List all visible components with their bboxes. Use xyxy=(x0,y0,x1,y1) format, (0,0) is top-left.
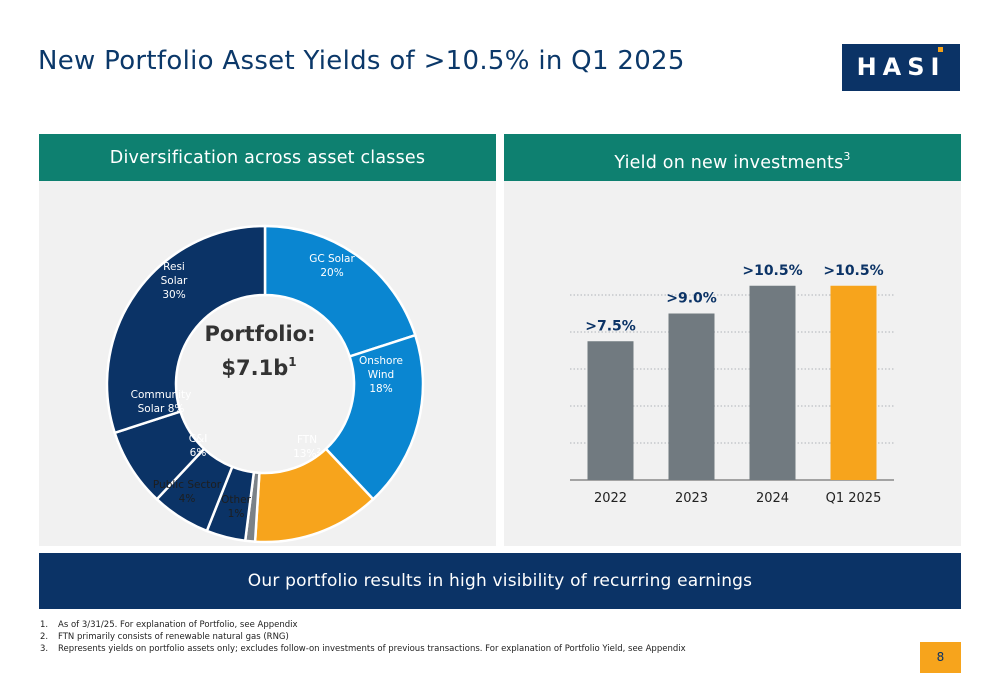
slice-label-gc-solar: GC Solar 20% xyxy=(309,253,355,279)
slice-label-line: Onshore xyxy=(359,355,403,367)
logo-accent-mark xyxy=(938,47,943,52)
bar-value-label-2023: >9.0% xyxy=(666,291,717,307)
x-tick-label-2023: 2023 xyxy=(675,491,708,506)
footnote-text: Represents yields on portfolio assets on… xyxy=(58,644,686,654)
slice-label-footnote: 2 xyxy=(316,447,320,455)
donut-slice-onshore-wind xyxy=(324,333,425,501)
yield-panel: Yield on new investments3 >7.5% 2022 >9.0%… xyxy=(504,134,961,546)
footnote-text: FTN primarily consists of renewable natu… xyxy=(58,632,289,642)
slice-label-line: 18% xyxy=(369,383,392,395)
donut-center-value: $7.1b1 xyxy=(221,355,296,380)
bar-2023 xyxy=(668,313,715,480)
bar-value-label-q1-2025: >10.5% xyxy=(823,263,883,279)
x-tick-label-2024: 2024 xyxy=(756,491,789,506)
page-title: New Portfolio Asset Yields of >10.5% in … xyxy=(38,46,685,76)
footnote-text: As of 3/31/25. For explanation of Portfo… xyxy=(58,620,298,630)
slice-label-line: 13% xyxy=(293,448,316,460)
footnote-number: 2. xyxy=(40,632,49,642)
portfolio-donut-chart: GC Solar 20% Onshore Wind 18% FTN 13%2 Other 1% P… xyxy=(105,224,425,544)
footnote-1: 1. As of 3/31/25. For explanation of Port… xyxy=(40,619,900,631)
slice-label-line: 20% xyxy=(320,267,343,279)
diversification-header: Diversification across asset classes xyxy=(39,134,496,181)
donut-slice-resi-solar xyxy=(105,224,267,435)
logo-text: HASI xyxy=(856,53,946,81)
slice-label-line: Solar 8% xyxy=(138,403,185,415)
yield-header-text: Yield on new investments xyxy=(614,152,844,173)
diversification-panel: Diversification across asset classes GC … xyxy=(39,134,496,546)
slice-label-other: Other 1% xyxy=(221,494,251,520)
bar-value-label-2024: >10.5% xyxy=(742,263,802,279)
slice-label-ftn: FTN 13%2 xyxy=(293,434,321,460)
yield-bar-chart: >7.5% 2022 >9.0% 2023 >10.5% 2024 >10.5% Q1 202… xyxy=(570,263,894,506)
bar-value-label-2022: >7.5% xyxy=(585,318,636,334)
page-number: 8 xyxy=(920,642,961,673)
hasi-logo: HASI xyxy=(842,44,960,91)
slice-label-public-sector: Public Sector 4% xyxy=(153,479,222,505)
slice-label-line: 6% xyxy=(190,447,207,459)
bar-2024 xyxy=(749,285,796,480)
footnote-2: 2. FTN primarily consists of renewable na… xyxy=(40,631,900,643)
slice-label-resi-solar: Resi Solar 30% xyxy=(161,261,188,301)
slice-label-line: 30% xyxy=(162,289,185,301)
slice-label-line: Other xyxy=(221,494,251,506)
footnotes: 1. As of 3/31/25. For explanation of Port… xyxy=(40,619,900,655)
slice-label-line: GC Solar xyxy=(309,253,355,265)
footnote-number: 3. xyxy=(40,644,49,654)
x-tick-label-2022: 2022 xyxy=(594,491,627,506)
slice-label-candi: C&I 6% xyxy=(189,433,208,459)
yield-header-footnote: 3 xyxy=(843,150,851,163)
slice-label-line: Public Sector xyxy=(153,479,222,491)
slice-label-onshore-wind: Onshore Wind 18% xyxy=(359,355,403,395)
bar-2022 xyxy=(587,341,634,480)
slice-label-line: 1% xyxy=(228,508,245,520)
slice-label-line: Solar xyxy=(161,275,188,287)
slice-label-line: 4% xyxy=(179,493,196,505)
summary-banner: Our portfolio results in high visibility… xyxy=(39,553,961,609)
slice-label-line: Resi xyxy=(163,261,185,273)
donut-center-label: Portfolio: xyxy=(205,322,316,346)
footnote-number: 1. xyxy=(40,620,49,630)
x-tick-label-q1-2025: Q1 2025 xyxy=(826,491,882,506)
yield-header: Yield on new investments3 xyxy=(504,134,961,181)
slice-label-community-solar: Community Solar 8% xyxy=(131,389,192,415)
donut-center-amount: $7.1b xyxy=(221,356,288,380)
footnote-3: 3. Represents yields on portfolio assets … xyxy=(40,643,900,655)
slice-label-line: Community xyxy=(131,389,192,401)
slice-label-line: Wind xyxy=(368,369,394,381)
slice-label-line: FTN xyxy=(297,434,317,446)
donut-center-footnote: 1 xyxy=(288,355,296,369)
bar-q1-2025 xyxy=(830,285,877,480)
slice-label-line: C&I xyxy=(189,433,208,445)
